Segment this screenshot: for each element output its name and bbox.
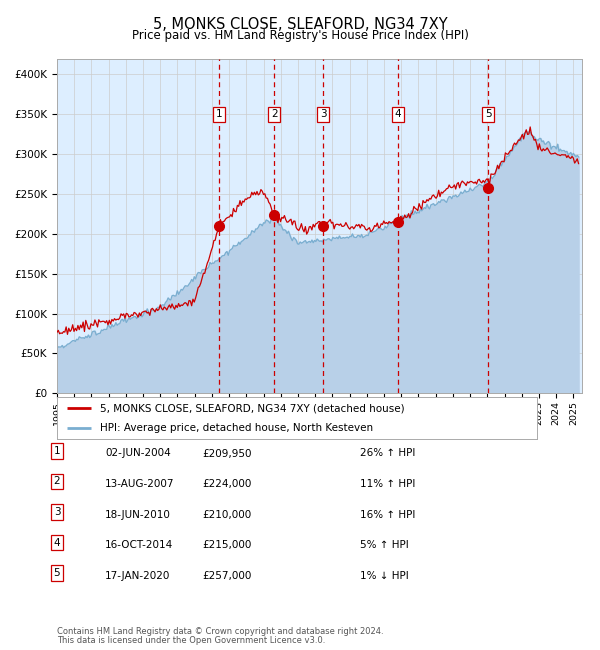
Text: 13-AUG-2007: 13-AUG-2007 bbox=[105, 479, 175, 489]
Text: 16% ↑ HPI: 16% ↑ HPI bbox=[360, 510, 415, 519]
Text: 17-JAN-2020: 17-JAN-2020 bbox=[105, 571, 170, 580]
Text: 18-JUN-2010: 18-JUN-2010 bbox=[105, 510, 171, 519]
Text: 2: 2 bbox=[53, 476, 61, 486]
Text: 5% ↑ HPI: 5% ↑ HPI bbox=[360, 540, 409, 550]
Text: £257,000: £257,000 bbox=[203, 571, 252, 580]
Text: 26% ↑ HPI: 26% ↑ HPI bbox=[360, 448, 415, 458]
Text: 1% ↓ HPI: 1% ↓ HPI bbox=[360, 571, 409, 580]
Text: 02-JUN-2004: 02-JUN-2004 bbox=[105, 448, 171, 458]
Text: 5, MONKS CLOSE, SLEAFORD, NG34 7XY (detached house): 5, MONKS CLOSE, SLEAFORD, NG34 7XY (deta… bbox=[100, 404, 405, 413]
Text: 4: 4 bbox=[394, 109, 401, 120]
Text: 4: 4 bbox=[53, 538, 61, 547]
Text: £224,000: £224,000 bbox=[203, 479, 252, 489]
Text: Contains HM Land Registry data © Crown copyright and database right 2024.: Contains HM Land Registry data © Crown c… bbox=[57, 627, 383, 636]
Text: 5: 5 bbox=[53, 568, 61, 578]
Text: 11% ↑ HPI: 11% ↑ HPI bbox=[360, 479, 415, 489]
Text: 2: 2 bbox=[271, 109, 278, 120]
Text: 5: 5 bbox=[485, 109, 491, 120]
Text: 3: 3 bbox=[53, 507, 61, 517]
Text: 1: 1 bbox=[216, 109, 223, 120]
Text: 5, MONKS CLOSE, SLEAFORD, NG34 7XY: 5, MONKS CLOSE, SLEAFORD, NG34 7XY bbox=[152, 17, 448, 32]
Text: 1: 1 bbox=[53, 446, 61, 456]
Text: 16-OCT-2014: 16-OCT-2014 bbox=[105, 540, 173, 550]
Text: Price paid vs. HM Land Registry's House Price Index (HPI): Price paid vs. HM Land Registry's House … bbox=[131, 29, 469, 42]
Text: £209,950: £209,950 bbox=[203, 448, 252, 458]
Text: 3: 3 bbox=[320, 109, 326, 120]
Text: HPI: Average price, detached house, North Kesteven: HPI: Average price, detached house, Nort… bbox=[100, 423, 373, 433]
Text: £215,000: £215,000 bbox=[203, 540, 252, 550]
Text: This data is licensed under the Open Government Licence v3.0.: This data is licensed under the Open Gov… bbox=[57, 636, 325, 645]
Text: £210,000: £210,000 bbox=[203, 510, 252, 519]
